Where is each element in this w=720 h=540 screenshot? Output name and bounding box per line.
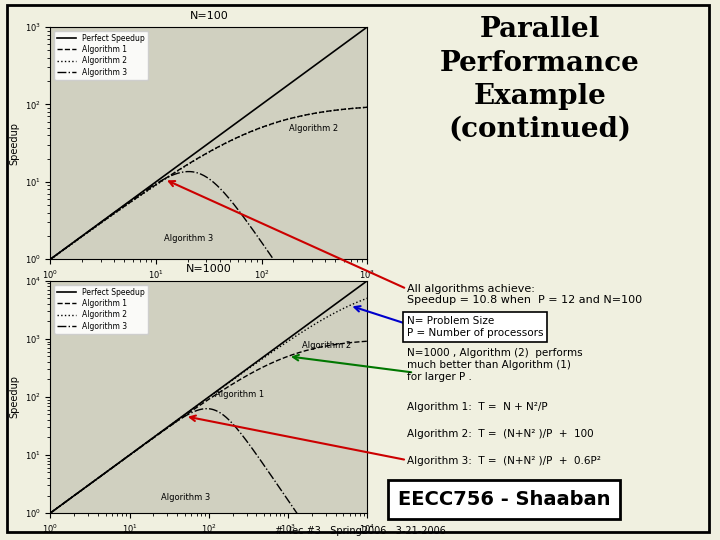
Algorithm 2: [355, 298, 364, 305]
Perfect Speedup: [313, 60, 322, 67]
Algorithm 3: [184, 168, 192, 175]
X-axis label: Processors: Processors: [183, 287, 235, 297]
Algorithm 1: [199, 400, 207, 407]
Text: Algorithm 3:  T =  (N+N² )/P  +  0.6P²: Algorithm 3: T = (N+N² )/P + 0.6P²: [407, 456, 600, 467]
Text: Algorithm 1:  T =  N + N²/P: Algorithm 1: T = N + N²/P: [407, 402, 547, 413]
Text: Algorithm 2: Algorithm 2: [302, 341, 351, 350]
Perfect Speedup: [217, 384, 226, 390]
Perfect Speedup: [197, 400, 205, 406]
Line: Algorithm 3: Algorithm 3: [50, 172, 367, 396]
Algorithm 1: [240, 131, 248, 138]
Algorithm 1: [333, 107, 342, 113]
Line: Algorithm 2: Algorithm 2: [50, 107, 367, 260]
Algorithm 3: [197, 406, 205, 413]
Algorithm 2: [46, 510, 55, 516]
Perfect Speedup: [355, 283, 364, 289]
Perfect Speedup: [233, 118, 242, 125]
Text: N=1000 , Algorithm (2)  performs
much better than Algorithm (1)
for larger P .: N=1000 , Algorithm (2) performs much bet…: [407, 348, 582, 381]
Algorithm 1: [46, 510, 55, 516]
Algorithm 2: [333, 107, 342, 113]
Algorithm 3: [307, 530, 315, 537]
Algorithm 2: [363, 104, 372, 111]
Algorithm 1: [217, 388, 226, 394]
Algorithm 2: [47, 255, 55, 262]
Algorithm 3: [235, 208, 243, 214]
Text: Algorithm 2:  T =  (N+N² )/P  +  100: Algorithm 2: T = (N+N² )/P + 100: [407, 429, 593, 440]
Line: Algorithm 2: Algorithm 2: [50, 298, 367, 513]
Algorithm 3: [241, 216, 250, 222]
Algorithm 3: [218, 411, 227, 417]
Algorithm 3: [235, 429, 244, 435]
Algorithm 1: [235, 133, 243, 140]
Text: Algorithm 3: Algorithm 3: [164, 234, 214, 244]
Text: #  lec #3   Spring2006   3-21-2006: # lec #3 Spring2006 3-21-2006: [274, 525, 446, 536]
Perfect Speedup: [235, 118, 243, 124]
Algorithm 3: [202, 406, 211, 412]
Legend: Perfect Speedup, Algorithm 1, Algorithm 2, Algorithm 3: Perfect Speedup, Algorithm 1, Algorithm …: [54, 285, 148, 334]
Y-axis label: Speedup: Speedup: [9, 122, 19, 165]
Algorithm 2: [363, 295, 372, 301]
Algorithm 1: [306, 346, 315, 353]
Algorithm 3: [363, 393, 372, 400]
Line: Algorithm 3: Algorithm 3: [50, 409, 367, 540]
Algorithm 2: [235, 133, 243, 140]
Algorithm 3: [334, 352, 343, 358]
Line: Algorithm 1: Algorithm 1: [50, 107, 367, 259]
Line: Perfect Speedup: Perfect Speedup: [50, 27, 367, 259]
Algorithm 2: [233, 134, 242, 140]
Algorithm 2: [235, 372, 243, 379]
Algorithm 3: [235, 209, 244, 215]
Algorithm 1: [197, 401, 205, 408]
Algorithm 2: [217, 384, 226, 391]
Algorithm 1: [363, 338, 372, 345]
Text: Algorithm 2: Algorithm 2: [289, 124, 338, 133]
Line: Perfect Speedup: Perfect Speedup: [50, 281, 367, 513]
Perfect Speedup: [240, 114, 248, 120]
Perfect Speedup: [235, 372, 243, 378]
Algorithm 1: [46, 256, 55, 262]
Algorithm 3: [46, 510, 55, 516]
Algorithm 2: [313, 110, 322, 116]
Perfect Speedup: [363, 278, 372, 284]
Algorithm 1: [233, 134, 242, 140]
Text: Algorithm 1: Algorithm 1: [215, 390, 264, 399]
Algorithm 2: [240, 131, 248, 138]
Text: All algorithms achieve:
Speedup = 10.8 when  P = 12 and N=100: All algorithms achieve: Speedup = 10.8 w…: [407, 284, 642, 305]
Legend: Perfect Speedup, Algorithm 1, Algorithm 2, Algorithm 3: Perfect Speedup, Algorithm 1, Algorithm …: [54, 31, 148, 80]
Perfect Speedup: [47, 255, 55, 262]
Text: Algorithm 3: Algorithm 3: [161, 492, 210, 502]
Algorithm 2: [46, 256, 55, 263]
Perfect Speedup: [46, 510, 55, 516]
Algorithm 1: [47, 255, 55, 262]
Algorithm 3: [199, 406, 207, 412]
Algorithm 2: [197, 400, 205, 406]
Perfect Speedup: [333, 45, 342, 52]
Text: N= Problem Size
P = Number of processors: N= Problem Size P = Number of processors: [407, 316, 544, 338]
Algorithm 2: [306, 324, 315, 330]
Algorithm 1: [313, 110, 322, 116]
Algorithm 2: [199, 399, 207, 405]
Algorithm 1: [355, 339, 364, 345]
Line: Algorithm 1: Algorithm 1: [50, 341, 367, 513]
Text: EECC756 - Shaaban: EECC756 - Shaaban: [397, 490, 611, 509]
Title: N=1000: N=1000: [186, 265, 232, 274]
Algorithm 1: [235, 377, 243, 383]
Text: Parallel
Performance
Example
(continued): Parallel Performance Example (continued): [440, 16, 640, 143]
Perfect Speedup: [363, 24, 372, 30]
Perfect Speedup: [199, 398, 207, 404]
Title: N=100: N=100: [189, 11, 228, 21]
Algorithm 3: [314, 322, 323, 328]
Algorithm 3: [46, 256, 55, 262]
Y-axis label: Speedup: Speedup: [9, 375, 19, 418]
Algorithm 3: [47, 255, 55, 262]
Algorithm 1: [363, 104, 372, 111]
Perfect Speedup: [46, 256, 55, 262]
Perfect Speedup: [306, 320, 315, 326]
